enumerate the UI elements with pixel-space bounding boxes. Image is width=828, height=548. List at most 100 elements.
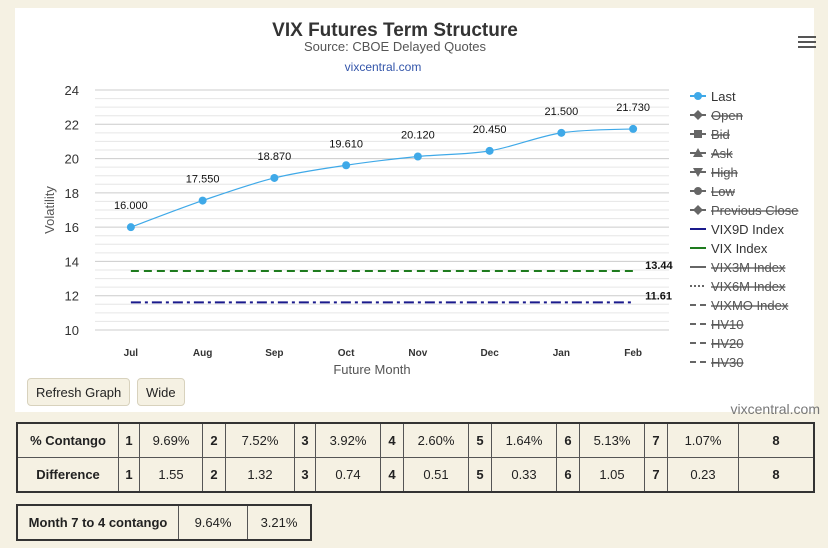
month-index-cell: 7: [644, 422, 668, 458]
value-cell: 0.23: [667, 457, 739, 493]
legend-item-label[interactable]: Last: [711, 89, 736, 104]
month-index-cell: 1: [118, 422, 140, 458]
legend-item-label[interactable]: HV30: [711, 355, 744, 370]
month-index-cell: 1: [118, 457, 140, 493]
value-cell: 1.32: [225, 457, 295, 493]
value-cell: 0.33: [491, 457, 557, 493]
month-index-cell: 8: [738, 422, 815, 458]
month-index-cell: 3: [294, 422, 316, 458]
legend-item-label[interactable]: High: [711, 165, 738, 180]
x-tick-label: Nov: [408, 348, 427, 359]
last-series-point: [557, 128, 566, 137]
last-series-point: [629, 124, 638, 133]
legend-marker: [694, 130, 702, 138]
data-label: 16.000: [114, 200, 148, 212]
legend-item-label[interactable]: HV20: [711, 336, 744, 351]
data-label: 20.450: [473, 124, 507, 136]
data-label: 21.500: [545, 106, 579, 118]
month-index-cell: 4: [380, 422, 404, 458]
month-index-cell: 8: [738, 457, 815, 493]
legend-item-label[interactable]: Low: [711, 184, 735, 199]
refresh-graph-button[interactable]: Refresh Graph: [27, 378, 131, 406]
legend-item-label[interactable]: VIX6M Index: [711, 279, 786, 294]
last-series-line: [130, 128, 634, 228]
value-cell: 1.05: [579, 457, 645, 493]
last-series-point: [126, 223, 135, 232]
data-label: 20.120: [401, 130, 435, 142]
value-cell: 9.69%: [139, 422, 203, 458]
value-cell: 1.55: [139, 457, 203, 493]
value-cell: 3.92%: [315, 422, 381, 458]
y-tick-label: 22: [65, 117, 79, 132]
x-tick-label: Oct: [338, 348, 355, 359]
month-contango-value: 9.64%: [178, 504, 248, 541]
legend-marker: [693, 110, 703, 120]
value-cell: 1.64%: [491, 422, 557, 458]
x-tick-label: Jan: [553, 348, 570, 359]
month-index-cell: 5: [468, 457, 492, 493]
month-contango-value: 3.21%: [247, 504, 312, 541]
y-tick-label: 12: [65, 289, 79, 304]
month-index-cell: 2: [202, 422, 226, 458]
chart-title: VIX Futures Term Structure: [272, 20, 518, 41]
y-tick-label: 10: [65, 323, 79, 338]
data-label: 21.730: [616, 102, 650, 114]
x-tick-label: Jul: [124, 348, 139, 359]
legend-item-label[interactable]: Ask: [711, 146, 733, 161]
month-index-cell: 3: [294, 457, 316, 493]
legend-item-label[interactable]: VIX Index: [711, 241, 768, 256]
legend-item-label[interactable]: Open: [711, 108, 743, 123]
y-tick-label: 14: [65, 254, 79, 269]
y-tick-label: 24: [65, 83, 79, 98]
value-cell: 0.51: [403, 457, 469, 493]
wide-button[interactable]: Wide: [137, 378, 185, 406]
row-label: Difference: [16, 457, 119, 493]
vix9d-index-data-label: 11.61: [645, 290, 672, 302]
vix-index-data-label: 13.44: [645, 260, 673, 272]
row-label: % Contango: [16, 422, 119, 458]
last-series-point: [198, 196, 207, 205]
value-cell: 1.07%: [667, 422, 739, 458]
x-tick-label: Sep: [265, 348, 283, 359]
month-index-cell: 6: [556, 422, 580, 458]
month-index-cell: 2: [202, 457, 226, 493]
data-label: 17.550: [186, 174, 220, 186]
chart-subtitle: Source: CBOE Delayed Quotes: [304, 39, 487, 54]
x-axis-label: Future Month: [333, 362, 410, 377]
month-contango-label: Month 7 to 4 contango: [16, 504, 179, 541]
legend-item-label[interactable]: VIX9D Index: [711, 222, 784, 237]
last-series-point: [485, 146, 494, 155]
chart-panel: VIX Futures Term Structure Source: CBOE D…: [15, 8, 820, 417]
data-label: 18.870: [258, 151, 292, 163]
legend-item-label[interactable]: Bid: [711, 127, 730, 142]
legend-item-label[interactable]: Previous Close: [711, 203, 798, 218]
month-index-cell: 6: [556, 457, 580, 493]
y-axis-label: Volatility: [42, 186, 57, 234]
hamburger-menu-icon[interactable]: [798, 36, 816, 50]
month-index-cell: 5: [468, 422, 492, 458]
x-tick-label: Dec: [480, 348, 499, 359]
x-tick-label: Aug: [193, 348, 212, 359]
y-tick-label: 16: [65, 220, 79, 235]
last-series-point: [270, 173, 279, 182]
value-cell: 0.74: [315, 457, 381, 493]
legend-marker: [694, 187, 702, 195]
legend-marker: [693, 148, 703, 157]
legend-item-label[interactable]: VIXMO Index: [711, 298, 789, 313]
last-series-point: [342, 161, 351, 170]
month-index-cell: 4: [380, 457, 404, 493]
contango-table: % Contango 1 9.69% 2 7.52% 3 3.92% 4 2.60% 5 1.64%…: [16, 422, 815, 493]
source-link: vixcentral.com: [345, 60, 422, 74]
legend-marker: [693, 205, 703, 215]
month-contango-table: Month 7 to 4 contango 9.64% 3.21%: [16, 504, 312, 541]
legend-item-label[interactable]: VIX3M Index: [711, 260, 786, 275]
credit-link[interactable]: vixcentral.com: [730, 401, 820, 417]
legend-item-label[interactable]: HV10: [711, 317, 744, 332]
y-tick-label: 20: [65, 152, 79, 167]
legend-marker: [693, 168, 703, 177]
value-cell: 5.13%: [579, 422, 645, 458]
last-series-point: [413, 152, 422, 161]
data-label: 19.610: [329, 138, 363, 150]
value-cell: 7.52%: [225, 422, 295, 458]
